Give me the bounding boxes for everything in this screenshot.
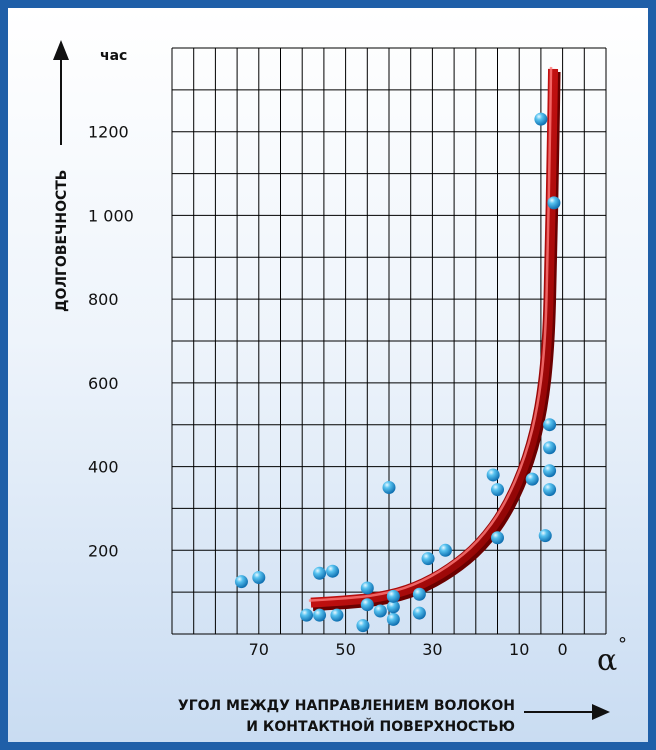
x-tick-label: 0	[558, 640, 568, 659]
data-point	[313, 608, 327, 622]
y-tick-label: 600	[88, 374, 119, 393]
y-tick-label: 1200	[88, 123, 129, 142]
data-point	[234, 575, 248, 589]
x-tick-label: 30	[422, 640, 442, 659]
data-point	[438, 543, 452, 557]
data-point	[491, 531, 504, 545]
x-axis-label-line1: УГОЛ МЕЖДУ НАПРАВЛЕНИЕМ ВОЛОКОН	[177, 698, 515, 714]
data-point	[412, 587, 426, 601]
data-point	[252, 570, 266, 584]
chart-svg: 70 50 30 10 0 200 400 600 800 1 000 1200 ДОЛГОВЕЧН…	[53, 40, 627, 720]
grid	[171, 47, 607, 635]
data-point	[386, 589, 400, 603]
x-axis-label-line2: И КОНТАКТНОЙ ПОВЕРХНОСТЬЮ	[246, 719, 515, 735]
y-axis-arrow-head	[53, 40, 69, 60]
y-tick-label: 800	[88, 290, 119, 309]
data-point	[326, 564, 340, 578]
trend-curve-highlight	[308, 66, 553, 602]
data-point	[356, 619, 370, 633]
data-point	[330, 608, 344, 622]
data-point	[360, 581, 374, 595]
data-point	[360, 598, 374, 612]
x-axis-arrow-head	[592, 704, 610, 720]
y-unit-label: час	[100, 48, 127, 64]
data-point	[543, 483, 557, 497]
data-point	[538, 529, 552, 543]
data-point	[543, 464, 557, 478]
data-point	[382, 481, 396, 494]
data-point	[313, 566, 327, 580]
data-point	[373, 604, 387, 618]
data-point	[421, 552, 435, 566]
y-tick-label: 200	[88, 541, 119, 560]
x-axis-label: УГОЛ МЕЖДУ НАПРАВЛЕНИЕМ ВОЛОКОН И КОНТАК…	[128, 696, 528, 738]
data-point	[547, 196, 561, 210]
data-point	[543, 441, 557, 455]
x-axis-symbol: α	[597, 643, 617, 678]
y-tick-label: 400	[88, 458, 119, 477]
x-tick-label: 70	[249, 640, 269, 659]
data-point	[543, 418, 557, 432]
data-point	[386, 600, 400, 614]
y-axis-label: ДОЛГОВЕЧНОСТЬ	[54, 170, 70, 312]
data-point	[412, 606, 426, 620]
data-point	[486, 468, 500, 482]
x-tick-label: 10	[509, 640, 529, 659]
data-point	[386, 612, 400, 626]
points-group	[234, 112, 561, 633]
data-point	[534, 112, 548, 126]
tick-labels: 70 50 30 10 0 200 400 600 800 1 000 1200	[88, 123, 568, 659]
y-tick-label: 1 000	[88, 206, 134, 225]
x-tick-label: 50	[335, 640, 355, 659]
data-point	[300, 608, 314, 622]
trend-curve	[310, 68, 559, 608]
x-axis-symbol-degree: °	[618, 634, 627, 655]
data-point	[525, 472, 539, 486]
data-point	[491, 483, 504, 497]
